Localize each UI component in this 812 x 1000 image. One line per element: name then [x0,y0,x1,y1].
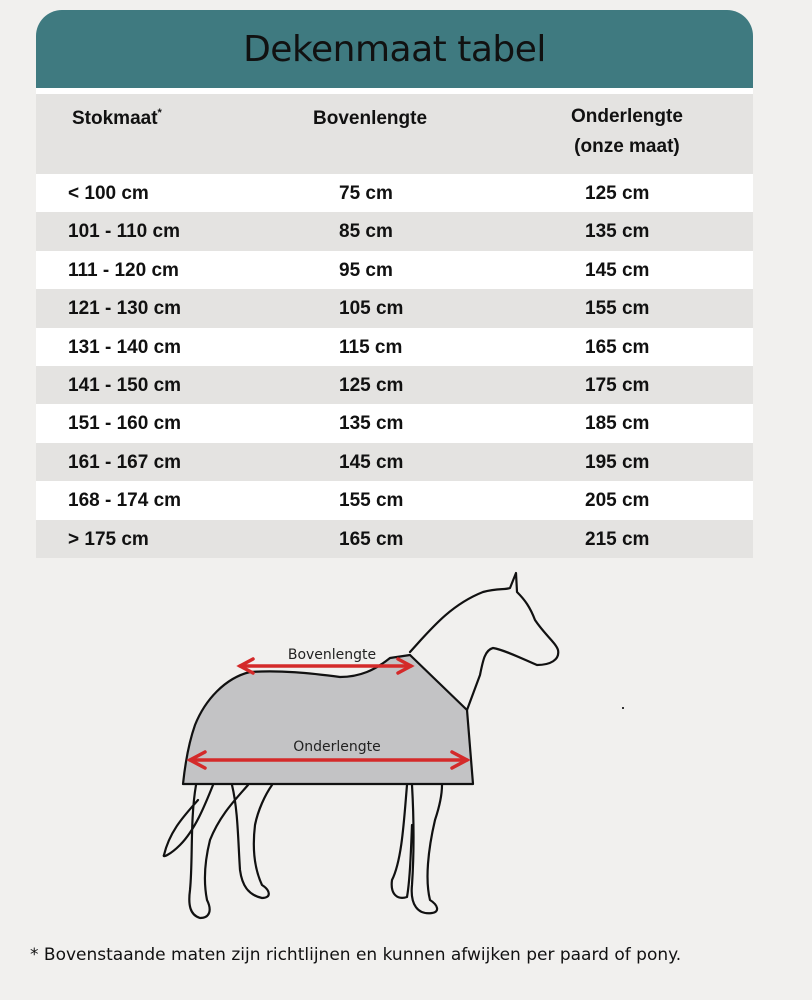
cell-stokmaat: 101 - 110 cm [68,221,180,243]
table-row: 111 - 120 cm 95 cm 145 cm [36,250,753,290]
footnote: * Bovenstaande maten zijn richtlijnen en… [30,945,682,965]
table-row: 131 - 140 cm 115 cm 165 cm [36,327,753,366]
cell-stokmaat: 111 - 120 cm [68,259,179,281]
cell-bovenlengte: 145 cm [339,451,404,473]
horse-head-outline [408,571,560,712]
table-row: 161 - 167 cm 145 cm 195 cm [36,442,753,482]
cell-onderlengte: 145 cm [585,259,650,281]
cell-onderlengte: 175 cm [585,374,650,396]
table-row: < 100 cm 75 cm 125 cm [36,174,753,213]
cell-onderlengte: 215 cm [585,528,650,550]
table-row: 141 - 150 cm 125 cm 175 cm [36,365,753,405]
cell-onderlengte: 155 cm [585,298,650,320]
header-stokmaat: Stokmaat* [72,107,162,129]
cell-onderlengte: 125 cm [585,183,650,204]
header-onderlengte: Onderlengte (onze maat) [571,106,683,157]
cell-onderlengte: 205 cm [585,490,650,512]
cell-bovenlengte: 75 cm [339,183,393,204]
cell-stokmaat: 121 - 130 cm [68,298,182,320]
cell-bovenlengte: 95 cm [339,259,393,281]
label-bovenlengte: Bovenlengte [288,647,376,663]
cell-onderlengte: 185 cm [585,413,650,435]
cell-bovenlengte: 85 cm [339,221,393,243]
cell-stokmaat: 168 - 174 cm [68,490,182,512]
cell-stokmaat: 161 - 167 cm [68,451,182,473]
table-row: 101 - 110 cm 85 cm 135 cm [36,212,753,251]
cell-stokmaat: 141 - 150 cm [68,374,182,396]
cell-onderlengte: 165 cm [585,336,650,358]
horse-front-legs-outline [390,783,444,915]
header-bovenlengte: Bovenlengte [313,108,428,129]
cell-bovenlengte: 155 cm [339,490,404,512]
cell-stokmaat: 151 - 160 cm [68,413,182,435]
page-title: Dekenmaat tabel [243,28,546,70]
cell-bovenlengte: 135 cm [339,413,404,435]
cell-bovenlengte: 115 cm [339,336,403,358]
bovenlengte-arrow [236,657,415,675]
cell-bovenlengte: 125 cm [339,374,404,396]
size-table: Dekenmaat tabel Stokmaat* Bovenlengte On… [36,10,753,558]
cell-stokmaat: 131 - 140 cm [68,336,182,358]
stray-dot [622,707,624,709]
table-header-banner: Dekenmaat tabel [36,10,753,88]
cell-onderlengte: 135 cm [585,221,650,243]
table-row: 121 - 130 cm 105 cm 155 cm [36,289,753,328]
table-row: 168 - 174 cm 155 cm 205 cm [36,481,753,520]
cell-stokmaat: < 100 cm [68,183,149,204]
blanket-shape [181,653,475,786]
column-headers: Stokmaat* Bovenlengte Onderlengte (onze … [36,94,753,174]
cell-onderlengte: 195 cm [585,451,650,473]
cell-bovenlengte: 165 cm [339,528,404,550]
table-row: > 175 cm 165 cm 215 cm [36,519,753,558]
table-row: 151 - 160 cm 135 cm 185 cm [36,404,753,443]
label-onderlengte: Onderlengte [293,739,381,755]
cell-bovenlengte: 105 cm [339,298,404,320]
onderlengte-arrow [186,750,471,770]
cell-stokmaat: > 175 cm [68,528,149,550]
horse-hind-legs-outline [162,783,274,920]
